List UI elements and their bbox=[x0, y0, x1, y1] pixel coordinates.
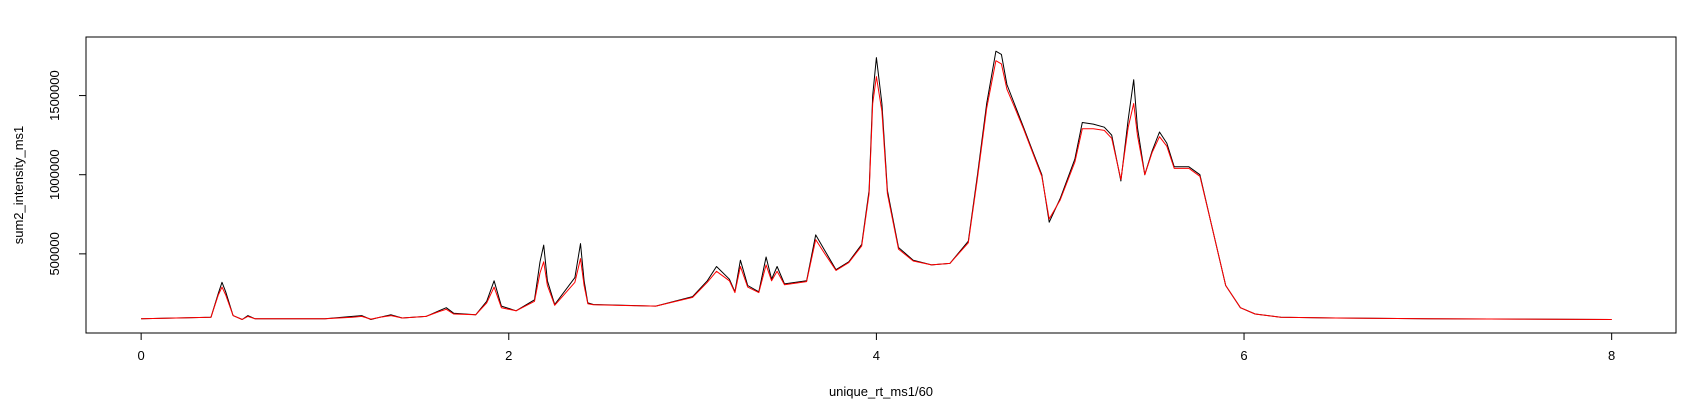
x-tick-label: 6 bbox=[1240, 348, 1247, 363]
series-line-1 bbox=[141, 50, 1612, 320]
x-tick-label: 8 bbox=[1608, 348, 1615, 363]
series-line-2 bbox=[141, 60, 1612, 320]
y-tick-label: 1500000 bbox=[47, 70, 62, 121]
plot-frame bbox=[85, 36, 1677, 334]
x-tick-label: 4 bbox=[873, 348, 880, 363]
x-tick-label: 2 bbox=[505, 348, 512, 363]
y-tick-label: 500000 bbox=[47, 232, 62, 275]
x-axis: 0 2 4 6 8 bbox=[138, 332, 1615, 363]
y-tick-label: 1000000 bbox=[47, 149, 62, 200]
y-axis-title: sum2_intensity_ms1 bbox=[11, 126, 26, 245]
x-axis-title: unique_rt_ms1/60 bbox=[829, 384, 933, 399]
y-axis: 500000 1000000 1500000 bbox=[47, 70, 87, 276]
series-layer bbox=[141, 50, 1612, 320]
x-tick-label: 0 bbox=[138, 348, 145, 363]
